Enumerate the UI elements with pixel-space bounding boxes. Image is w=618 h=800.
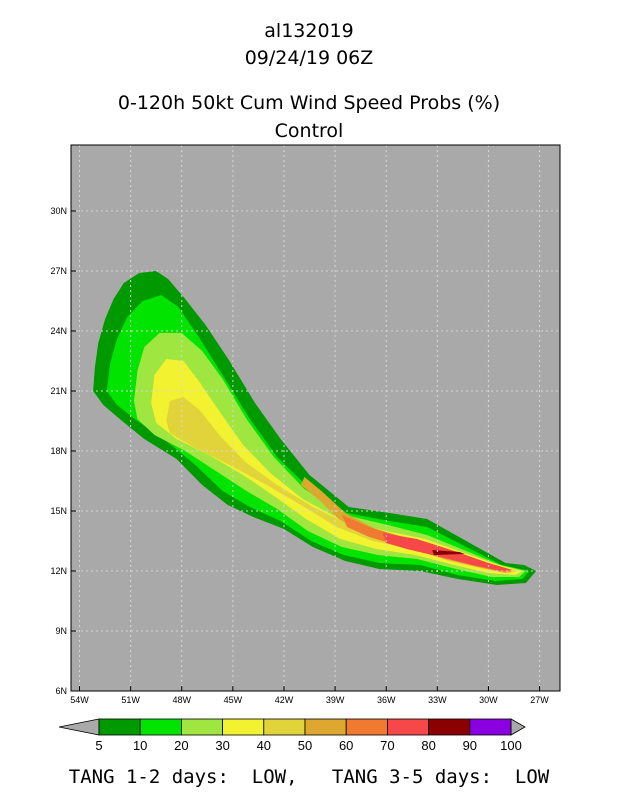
colorbar-extend-low <box>58 718 100 736</box>
x-tick-label: 27W <box>530 695 549 705</box>
colorbar-label: 90 <box>463 738 477 753</box>
x-tick-label: 39W <box>326 695 345 705</box>
colorbar-swatch <box>345 718 388 736</box>
chart-subtitle: Control <box>274 120 344 142</box>
plot-frame <box>70 144 561 692</box>
y-tick-label: 15N <box>50 506 67 516</box>
colorbar-label: 100 <box>500 738 522 753</box>
x-tick-label: 36W <box>377 695 396 705</box>
colorbar-label: 40 <box>257 738 271 753</box>
colorbar-swatch <box>263 718 306 736</box>
colorbar-label: 10 <box>133 738 147 753</box>
contour-40-50 <box>166 397 518 573</box>
colorbar-swatch <box>139 718 182 736</box>
forecast-datetime: 09/24/19 06Z <box>244 47 374 69</box>
x-tick-label: 51W <box>121 695 140 705</box>
storm-id: al132019 <box>264 20 354 42</box>
contour-30-40 <box>151 359 523 575</box>
colorbar-swatch <box>469 718 512 736</box>
tang-status: TANG 1-2 days: LOW, TANG 3-5 days: LOW <box>68 766 550 788</box>
colorbar-extend-high <box>510 718 526 736</box>
contour-80-90 <box>432 550 465 555</box>
probability-contours <box>93 271 537 585</box>
y-tick-label: 9N <box>55 626 67 636</box>
x-tick-label: 54W <box>70 695 89 705</box>
x-tick-label: 42W <box>275 695 294 705</box>
y-axis: 6N 9N 12N 15N 18N 21N 24N 27N 30N <box>50 206 76 696</box>
colorbar-swatch <box>386 718 429 736</box>
y-tick-label: 27N <box>50 266 67 276</box>
x-tick-label: 45W <box>224 695 243 705</box>
colorbar-swatch <box>180 718 223 736</box>
colorbar-swatch <box>304 718 347 736</box>
colorbar-label: 20 <box>174 738 188 753</box>
y-tick-label: 18N <box>50 446 67 456</box>
colorbar: 5 10 20 30 40 50 60 70 80 90 100 <box>58 718 526 753</box>
colorbar-label: 50 <box>298 738 312 753</box>
colorbar-label: 80 <box>421 738 435 753</box>
y-tick-label: 30N <box>50 206 67 216</box>
y-tick-label: 24N <box>50 326 67 336</box>
x-tick-label: 30W <box>479 695 498 705</box>
y-tick-label: 6N <box>55 686 67 696</box>
colorbar-label: 5 <box>95 738 102 753</box>
colorbar-label: 70 <box>380 738 394 753</box>
colorbar-label: 60 <box>339 738 353 753</box>
colorbar-swatch <box>98 718 141 736</box>
chart-title: 0-120h 50kt Cum Wind Speed Probs (%) <box>117 92 501 114</box>
colorbar-label: 30 <box>215 738 229 753</box>
x-tick-label: 33W <box>428 695 447 705</box>
colorbar-swatch <box>222 718 265 736</box>
colorbar-swatch <box>428 718 471 736</box>
y-tick-label: 12N <box>50 566 67 576</box>
y-tick-label: 21N <box>50 386 67 396</box>
x-tick-label: 48W <box>172 695 191 705</box>
x-axis: 54W 51W 48W 45W 42W 39W 36W 33W 30W 27W <box>70 686 549 705</box>
